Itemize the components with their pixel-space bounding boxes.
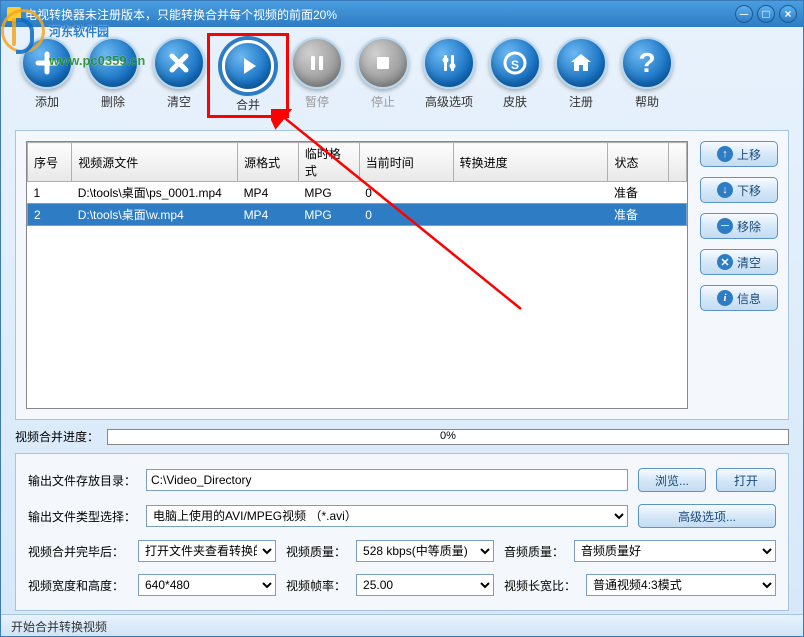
toolbar: 添加 删除 清空 合并 暂停 停止 高级选项 S — [1, 27, 803, 122]
main-panel: 序号 视频源文件 源格式 临时格式 当前时间 转换进度 状态 1D:\tools… — [15, 130, 789, 420]
clear-button[interactable]: 清空 — [153, 37, 205, 110]
progress-bar — [107, 429, 789, 445]
pause-button[interactable]: 暂停 — [291, 37, 343, 110]
output-dir-input[interactable] — [146, 469, 628, 491]
side-clear-button[interactable]: ✕清空 — [700, 249, 778, 275]
fps-label: 视频帧率： — [286, 577, 346, 594]
minus-icon — [100, 50, 126, 76]
down-arrow-icon: ↓ — [717, 182, 733, 198]
skype-icon: S — [501, 49, 529, 77]
file-table: 序号 视频源文件 源格式 临时格式 当前时间 转换进度 状态 1D:\tools… — [26, 141, 688, 409]
maximize-button[interactable]: □ — [757, 5, 775, 23]
play-icon — [235, 53, 261, 79]
output-dir-label: 输出文件存放目录： — [28, 472, 136, 489]
titlebar: 电视转换器未注册版本，只能转换合并每个视频的前面20% ─ □ × — [1, 1, 803, 27]
x-icon — [166, 50, 192, 76]
col-curtime[interactable]: 当前时间 — [359, 143, 453, 182]
stop-icon — [370, 50, 396, 76]
output-type-select[interactable]: 电脑上使用的AVI/MPEG视频 （*.avi） — [146, 505, 628, 527]
close-button[interactable]: × — [779, 5, 797, 23]
advanced-button[interactable]: 高级选项 — [423, 37, 475, 110]
skin-button[interactable]: S 皮肤 — [489, 37, 541, 110]
move-down-button[interactable]: ↓下移 — [700, 177, 778, 203]
aspect-label: 视频长宽比： — [504, 577, 576, 594]
after-merge-select[interactable]: 打开文件夹查看转换的 — [138, 540, 276, 562]
app-icon — [7, 7, 21, 21]
register-button[interactable]: 注册 — [555, 37, 607, 110]
app-window: 电视转换器未注册版本，只能转换合并每个视频的前面20% ─ □ × 河东软件园 … — [0, 0, 804, 637]
settings-panel: 输出文件存放目录： 浏览... 打开 输出文件类型选择： 电脑上使用的AVI/M… — [15, 453, 789, 611]
dimensions-select[interactable]: 640*480 — [138, 574, 276, 596]
merge-button[interactable]: 合并 — [222, 40, 274, 113]
side-buttons: ↑上移 ↓下移 ─移除 ✕清空 i信息 — [700, 141, 778, 409]
help-button[interactable]: ? 帮助 — [621, 37, 673, 110]
progress-label: 视频合并进度： — [15, 428, 99, 445]
open-button[interactable]: 打开 — [716, 468, 776, 492]
col-status[interactable]: 状态 — [608, 143, 669, 182]
x-icon: ✕ — [717, 254, 733, 270]
question-icon: ? — [638, 47, 655, 79]
pause-icon — [304, 50, 330, 76]
add-button[interactable]: 添加 — [21, 37, 73, 110]
col-seq[interactable]: 序号 — [28, 143, 72, 182]
move-up-button[interactable]: ↑上移 — [700, 141, 778, 167]
browse-button[interactable]: 浏览... — [638, 468, 706, 492]
advanced-options-button[interactable]: 高级选项... — [638, 504, 776, 528]
home-icon — [568, 50, 594, 76]
progress-row: 视频合并进度： — [15, 428, 789, 445]
video-quality-label: 视频质量： — [286, 543, 346, 560]
title-text: 电视转换器未注册版本，只能转换合并每个视频的前面20% — [25, 6, 337, 23]
video-quality-select[interactable]: 528 kbps(中等质量) — [356, 540, 494, 562]
table-row[interactable]: 1D:\tools\桌面\ps_0001.mp4MP4MPG0准备 — [28, 182, 687, 204]
delete-button[interactable]: 删除 — [87, 37, 139, 110]
col-spacer — [669, 143, 687, 182]
audio-quality-label: 音频质量： — [504, 543, 564, 560]
minimize-button[interactable]: ─ — [735, 5, 753, 23]
sliders-icon — [436, 50, 462, 76]
aspect-select[interactable]: 普通视频4:3模式 — [586, 574, 776, 596]
col-progress[interactable]: 转换进度 — [453, 143, 608, 182]
table-row[interactable]: 2D:\tools\桌面\w.mp4MP4MPG0准备 — [28, 204, 687, 226]
plus-icon — [34, 50, 60, 76]
up-arrow-icon: ↑ — [717, 146, 733, 162]
statusbar: 开始合并转换视频 — [1, 614, 803, 636]
svg-text:S: S — [511, 58, 519, 72]
fps-select[interactable]: 25.00 — [356, 574, 494, 596]
minus-icon: ─ — [717, 218, 733, 234]
col-tmpfmt[interactable]: 临时格式 — [298, 143, 359, 182]
merge-highlight: 合并 — [207, 33, 289, 118]
after-merge-label: 视频合并完毕后： — [28, 543, 128, 560]
audio-quality-select[interactable]: 音频质量好 — [574, 540, 776, 562]
info-button[interactable]: i信息 — [700, 285, 778, 311]
stop-button[interactable]: 停止 — [357, 37, 409, 110]
remove-button[interactable]: ─移除 — [700, 213, 778, 239]
output-type-label: 输出文件类型选择： — [28, 508, 136, 525]
dimensions-label: 视频宽度和高度： — [28, 577, 128, 594]
info-icon: i — [717, 290, 733, 306]
col-source[interactable]: 视频源文件 — [72, 143, 238, 182]
col-srcfmt[interactable]: 源格式 — [238, 143, 299, 182]
